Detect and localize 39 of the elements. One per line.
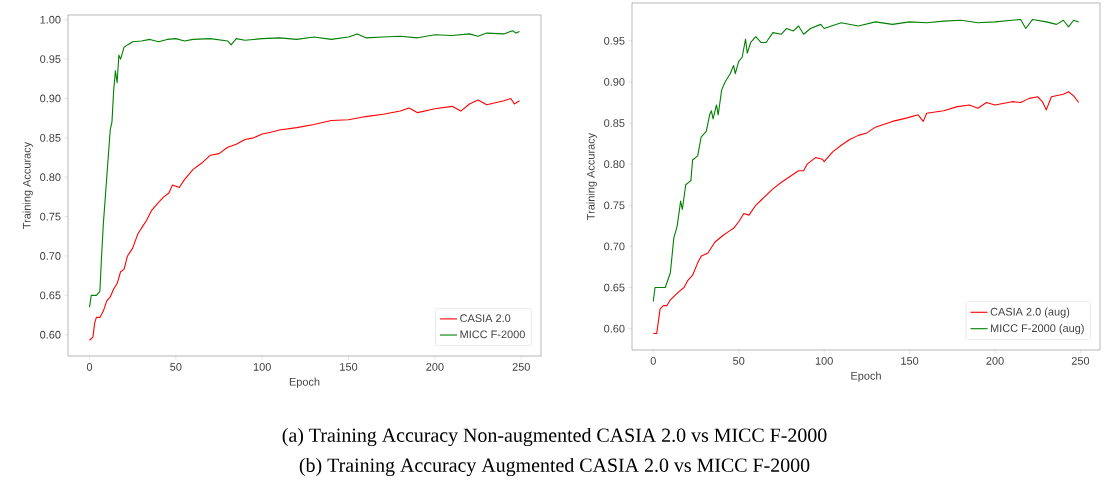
y-tick-label: 0.80 — [604, 160, 625, 169]
y-tick-label: 0.95 — [604, 36, 625, 45]
x-tick-label: 250 — [1071, 357, 1090, 365]
y-axis-title: Training Accuracy — [586, 132, 597, 220]
x-tick-label: 200 — [426, 363, 444, 371]
text: (b) Training Accuracy Augmented CASIA 2.0 vs MICC F-2000 — [299, 457, 810, 477]
x-tick-label: 0 — [650, 357, 656, 365]
y-tick-label: 0.85 — [604, 119, 625, 127]
y-tick-label: 0.90 — [604, 78, 625, 86]
y-tick-label: 0.75 — [604, 201, 625, 210]
text: (a) Training Accuracy Non-augmented CASIA 2.0 vs MICC F-2000 — [282, 427, 827, 447]
y-tick-label: 0.75 — [40, 212, 61, 221]
x-tick-label: 100 — [253, 363, 271, 371]
legend-label: MICC F-2000 — [460, 330, 525, 339]
y-tick-label: 1.00 — [40, 15, 61, 24]
legend-label: CASIA 2.0 — [460, 314, 511, 323]
x-axis-title: Epoch — [289, 377, 320, 388]
x-tick-label: 50 — [733, 357, 745, 365]
y-tick-label: 0.90 — [40, 94, 61, 103]
y-tick-label: 0.65 — [40, 291, 61, 300]
x-tick-label: 150 — [901, 357, 919, 365]
x-tick-label: 100 — [815, 357, 833, 365]
y-tick-label: 0.95 — [40, 55, 61, 63]
y-tick-label: 0.60 — [604, 324, 625, 333]
y-tick-label: 0.70 — [604, 242, 625, 251]
y-tick-label: 0.65 — [604, 283, 625, 292]
x-tick-label: 150 — [340, 363, 358, 371]
legend-label: CASIA 2.0 (aug) — [990, 307, 1070, 318]
x-axis-title: Epoch — [851, 371, 881, 382]
y-tick-label: 0.85 — [40, 133, 61, 142]
x-tick-label: 250 — [512, 363, 530, 371]
x-tick-label: 0 — [86, 363, 93, 371]
legend-label: MICC F-2000 (aug) — [990, 323, 1084, 335]
x-tick-label: 200 — [986, 357, 1004, 365]
y-tick-label: 0.60 — [40, 330, 61, 339]
y-tick-label: 0.80 — [40, 173, 61, 182]
y-axis-title: Training Accuracy — [22, 141, 33, 229]
x-tick-label: 50 — [170, 363, 182, 371]
y-tick-label: 0.70 — [40, 252, 61, 260]
